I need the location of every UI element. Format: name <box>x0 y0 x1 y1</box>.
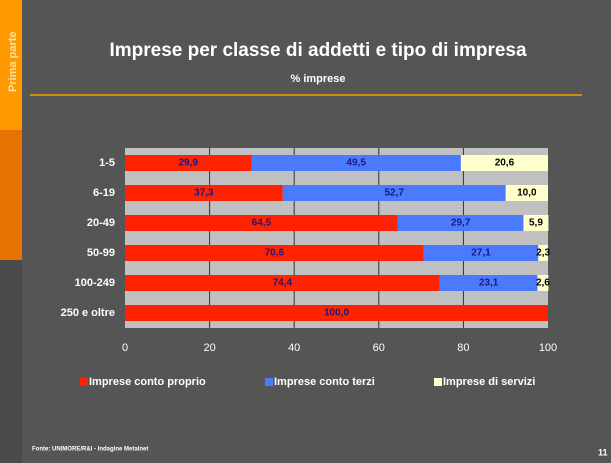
data-label: 37,3 <box>194 188 214 199</box>
data-label: 27,1 <box>471 248 491 259</box>
bar-segment <box>538 245 548 261</box>
x-tick-label: 20 <box>203 342 215 354</box>
y-tick-label: 6-19 <box>93 187 115 199</box>
x-tick-label: 80 <box>457 342 469 354</box>
x-tick-label: 60 <box>373 342 385 354</box>
data-label: 5,9 <box>529 218 543 229</box>
sidebar-bottom <box>0 260 22 463</box>
y-tick-label: 250 e oltre <box>61 307 115 319</box>
legend-swatch <box>434 378 442 386</box>
plot-area <box>125 148 548 328</box>
y-tick-label: 20-49 <box>87 217 115 229</box>
y-tick-label: 100-249 <box>75 277 115 289</box>
page-number: 11 <box>598 447 608 457</box>
sidebar-label: Prima parte <box>7 31 19 92</box>
bar-segment <box>125 185 283 201</box>
chart-subtitle: % imprese <box>290 73 345 85</box>
y-tick-label: 50-99 <box>87 247 115 259</box>
sidebar-top <box>0 0 22 130</box>
legend-swatch <box>265 378 273 386</box>
sidebar-middle <box>0 130 22 260</box>
bar-segment <box>397 215 524 231</box>
data-label: 23,1 <box>479 278 499 289</box>
bar-segment <box>125 215 398 231</box>
bar-segment <box>523 215 549 231</box>
bar-segment <box>439 275 538 291</box>
data-label: 74,4 <box>273 278 293 289</box>
data-label: 64,5 <box>252 218 272 229</box>
chart-title: Imprese per classe di addetti e tipo di … <box>109 40 527 61</box>
data-label: 29,7 <box>451 218 471 229</box>
data-label: 2,6 <box>536 278 550 289</box>
bar-segment <box>423 245 539 261</box>
x-tick-label: 100 <box>539 342 557 354</box>
bar-segment <box>125 245 424 261</box>
x-tick-label: 0 <box>122 342 128 354</box>
x-tick-label: 40 <box>288 342 300 354</box>
source: Fonte: UNIMORE/R&I - Indagine Metalnet <box>32 447 148 453</box>
data-label: 2,3 <box>536 248 550 259</box>
bar-segment <box>125 275 440 291</box>
legend-label: Imprese di servizi <box>443 376 535 388</box>
bar-segment <box>460 155 548 171</box>
data-label: 29,9 <box>179 158 199 169</box>
legend-label: Imprese conto terzi <box>274 376 375 388</box>
legend-swatch <box>80 378 88 386</box>
bar-segment <box>282 185 506 201</box>
data-label: 100,0 <box>324 308 349 319</box>
data-label: 52,7 <box>385 188 405 199</box>
bar-segment <box>537 275 549 291</box>
data-label: 20,6 <box>495 158 515 169</box>
bar-segment <box>125 305 548 321</box>
legend-label: Imprese conto proprio <box>89 376 206 388</box>
bar-segment <box>505 185 548 201</box>
data-label: 10,0 <box>517 188 537 199</box>
data-label: 49,5 <box>346 158 366 169</box>
y-tick-label: 1-5 <box>99 157 115 169</box>
data-label: 70,6 <box>265 248 285 259</box>
bar-segment <box>125 155 252 171</box>
bar-segment <box>251 155 461 171</box>
